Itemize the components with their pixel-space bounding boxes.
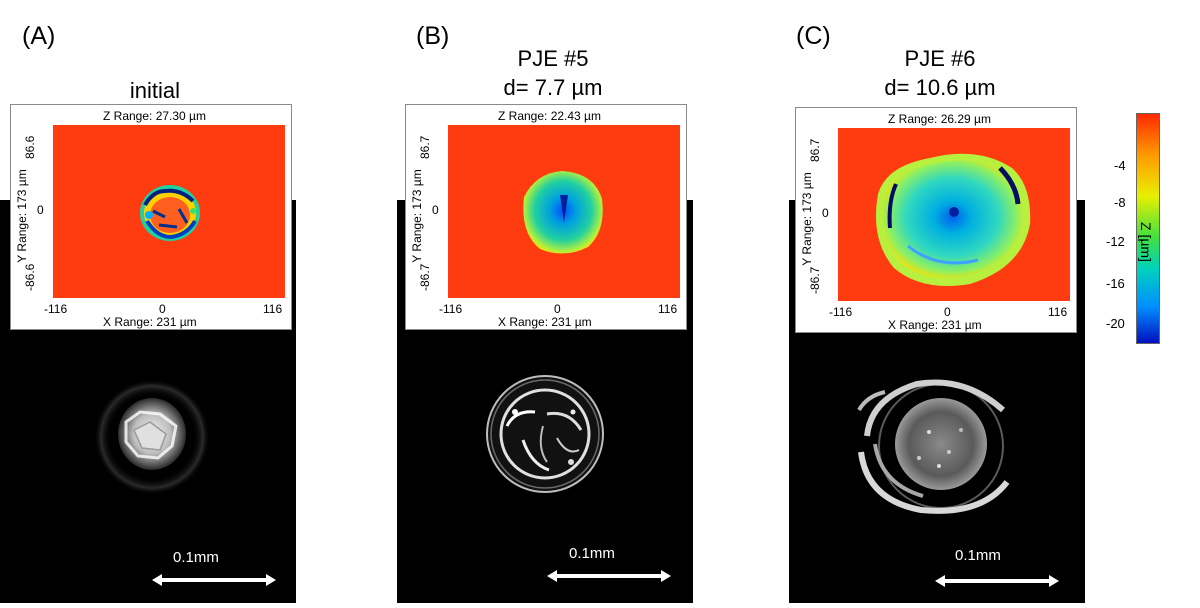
panel-label-a: (A) [22, 22, 56, 50]
x-tick-left-a: -116 [44, 302, 68, 316]
x-tick-mid-b: 0 [554, 302, 561, 316]
x-tick-right-b: 116 [658, 302, 678, 316]
x-tick-mid-c: 0 [944, 305, 951, 319]
y-tick-bot-a: -86.6 [23, 263, 37, 291]
scale-bar-c [935, 575, 1059, 587]
crater-image-a [94, 379, 210, 495]
colorbar-tick-20: -20 [1106, 316, 1125, 331]
y-range-a: Y Range: 173 µm [15, 169, 29, 263]
y-tick-mid-c: 0 [822, 206, 829, 220]
scale-label-a: 0.1mm [173, 549, 219, 566]
crater-image-b [486, 375, 604, 493]
colorbar-tick-8: -8 [1114, 195, 1126, 210]
z-range-a: Z Range: 27.30 µm [103, 109, 206, 123]
panel-b-title-line1: PJE #5 [517, 46, 589, 71]
panel-label-b: (B) [416, 22, 450, 50]
x-tick-mid-a: 0 [159, 302, 166, 316]
x-tick-right-a: 116 [263, 302, 283, 316]
x-range-c: X Range: 231 µm [888, 318, 982, 332]
y-tick-bot-c: -86.7 [808, 266, 822, 294]
height-map-c: Z Range: 26.29 µm Y Range: 173 µm 86.7 0… [795, 107, 1077, 333]
x-tick-left-c: -116 [829, 305, 853, 319]
y-tick-bot-b: -86.7 [418, 263, 432, 291]
panel-a-title: initial [129, 78, 181, 103]
colorbar-tick-4: -4 [1114, 158, 1126, 173]
y-range-b: Y Range: 173 µm [410, 169, 424, 263]
height-map-a: Z Range: 27.30 µm Y Range: 173 µm 86.6 0… [10, 104, 292, 330]
height-map-b: Z Range: 22.43 µm Y Range: 173 µm 86.7 0… [405, 104, 687, 330]
y-tick-top-c: 86.7 [808, 138, 822, 162]
crater-image-c [857, 379, 1010, 514]
panel-c-title-line1: PJE #6 [904, 46, 976, 71]
x-range-b: X Range: 231 µm [498, 315, 592, 329]
colorbar [1136, 113, 1160, 344]
scale-label-c: 0.1mm [955, 547, 1001, 564]
y-range-c: Y Range: 173 µm [800, 172, 814, 266]
y-tick-mid-b: 0 [432, 203, 439, 217]
scale-label-b: 0.1mm [569, 545, 615, 562]
x-range-a: X Range: 231 µm [103, 315, 197, 329]
y-tick-mid-a: 0 [37, 203, 44, 217]
x-tick-left-b: -116 [439, 302, 463, 316]
scale-bar-a [152, 574, 276, 586]
x-tick-right-c: 116 [1048, 305, 1068, 319]
z-range-c: Z Range: 26.29 µm [888, 112, 991, 126]
y-tick-top-a: 86.6 [23, 135, 37, 159]
panel-label-c: (C) [796, 22, 831, 50]
heatmap-c [838, 128, 1070, 301]
z-range-b: Z Range: 22.43 µm [498, 109, 601, 123]
scale-bar-b [547, 570, 671, 582]
heatmap-b [448, 125, 680, 298]
colorbar-tick-16: -16 [1106, 276, 1125, 291]
colorbar-tick-12: -12 [1106, 234, 1125, 249]
colorbar-label: Z [µm] [1138, 222, 1154, 262]
heatmap-a [53, 125, 285, 298]
panel-b-title-line2: d= 7.7 µm [503, 75, 603, 100]
y-tick-top-b: 86.7 [418, 135, 432, 159]
panel-c-title-line2: d= 10.6 µm [884, 75, 996, 100]
